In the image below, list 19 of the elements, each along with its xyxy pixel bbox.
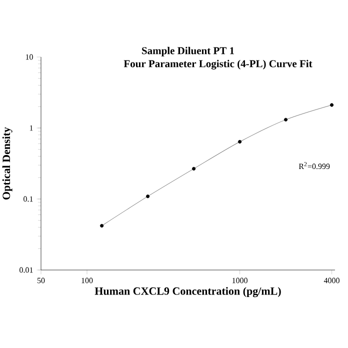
point xyxy=(146,194,150,198)
x-axis-title: Human CXCL9 Concentration (pg/mL) xyxy=(94,287,281,298)
chart-title: Sample Diluent PT 1 xyxy=(142,46,234,56)
y-tick-label: 10 xyxy=(26,54,33,60)
y-tick-label: 0.01 xyxy=(20,267,33,273)
point xyxy=(284,118,288,122)
y-axis-title: Optical Density xyxy=(2,127,12,200)
point xyxy=(330,103,334,107)
x-tick-label: 100 xyxy=(82,278,93,284)
point xyxy=(100,224,104,228)
y-tick-label: 0.1 xyxy=(24,196,33,202)
chart-subtitle: Four Parameter Logistic (4-PL) Curve Fit xyxy=(124,60,312,70)
x-tick-label: 4000 xyxy=(324,278,340,284)
x-tick-label: 1000 xyxy=(232,278,248,284)
annotation: R$^{2}$=0.999 xyxy=(298,162,330,170)
y-tick-label: 1 xyxy=(30,125,33,131)
point xyxy=(192,166,196,171)
point xyxy=(238,140,242,144)
x-tick-label: 50 xyxy=(37,278,45,284)
